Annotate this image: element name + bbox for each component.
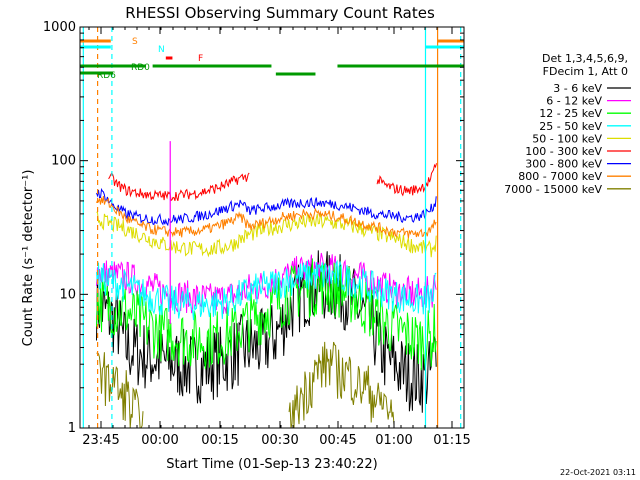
chart-title: RHESSI Observing Summary Count Rates	[125, 4, 435, 22]
state-bar-label-rd0: RD0	[131, 63, 150, 73]
y-tick-label-2: 10	[59, 287, 76, 302]
state-bars: S N F RD0 RD6	[80, 37, 464, 81]
state-bar-label-s: S	[132, 37, 138, 47]
series-group	[96, 141, 437, 429]
series-line-6-2	[376, 163, 437, 197]
legend-header-1: Det 1,3,4,5,6,9,	[542, 52, 628, 65]
series-line-9-2	[288, 341, 395, 429]
legend-entry-label-9: 7000 - 15000 keV	[504, 183, 602, 196]
legend-entry-label-1: 3 - 6 keV	[553, 82, 602, 95]
series-3	[96, 258, 437, 371]
y-axis-label: Count Rate (s⁻¹ detector⁻¹)	[21, 170, 36, 347]
legend-entry-label-3: 12 - 25 keV	[539, 107, 602, 120]
series-6	[108, 163, 437, 202]
legend-header-2: FDecim 1, Att 0	[543, 65, 628, 78]
x-tick-label-3: 00:15	[201, 433, 238, 448]
x-tick-label-5: 00:45	[319, 433, 356, 448]
x-axis-label: Start Time (01-Sep-13 23:40:22)	[166, 457, 377, 472]
legend: Det 1,3,4,5,6,9,FDecim 1, Att 0 3 - 6 keV…	[504, 52, 631, 196]
series-line-1-1	[96, 250, 437, 413]
series-1	[96, 250, 437, 413]
x-tick-label-6: 01:00	[375, 433, 412, 448]
state-bar-rd0: RD0	[80, 63, 464, 76]
x-tick-label-4: 00:30	[261, 433, 298, 448]
series-9	[96, 341, 395, 429]
state-bar-label-n: N	[158, 45, 165, 55]
x-tick-label-7: 01:15	[433, 433, 470, 448]
x-tick-label-2: 00:00	[141, 433, 178, 448]
series-line-3-1	[96, 258, 437, 371]
legend-entry-label-8: 800 - 7000 keV	[518, 170, 602, 183]
y-tick-label-1: 1	[68, 421, 76, 436]
legend-entry-label-7: 300 - 800 keV	[525, 158, 602, 171]
state-bar-n: N	[80, 45, 464, 55]
series-line-6-1	[108, 172, 250, 202]
y-tick-label-3: 100	[51, 154, 76, 169]
axes: 1 10 100 1000 23:45 00:00 00:15 00:30 00:45 01:00…	[43, 20, 471, 448]
series-8	[96, 195, 437, 239]
legend-entry-label-4: 25 - 50 keV	[539, 120, 602, 133]
series-7	[96, 187, 437, 227]
state-bar-f: F	[165, 54, 203, 64]
state-bar-label-f: F	[198, 54, 203, 64]
state-bar-rd6: RD6	[80, 71, 116, 81]
vertical-markers	[82, 27, 462, 428]
series-line-9-1	[96, 352, 144, 429]
series-line-7-1	[96, 187, 437, 227]
plot-frame	[79, 26, 465, 429]
x-tick-label-1: 23:45	[82, 433, 119, 448]
state-bar-s: S	[80, 37, 464, 47]
series-line-8-1	[96, 195, 437, 239]
timestamp: 22-Oct-2021 03:11	[560, 468, 636, 477]
series-4	[96, 259, 437, 321]
legend-entry-label-5: 50 - 100 keV	[532, 132, 602, 145]
state-bar-label-rd6: RD6	[97, 71, 116, 81]
legend-entry-label-2: 6 - 12 keV	[546, 95, 602, 108]
legend-entry-label-6: 100 - 300 keV	[525, 145, 602, 158]
y-tick-label-4: 1000	[43, 20, 76, 35]
series-line-4-1	[96, 259, 437, 321]
